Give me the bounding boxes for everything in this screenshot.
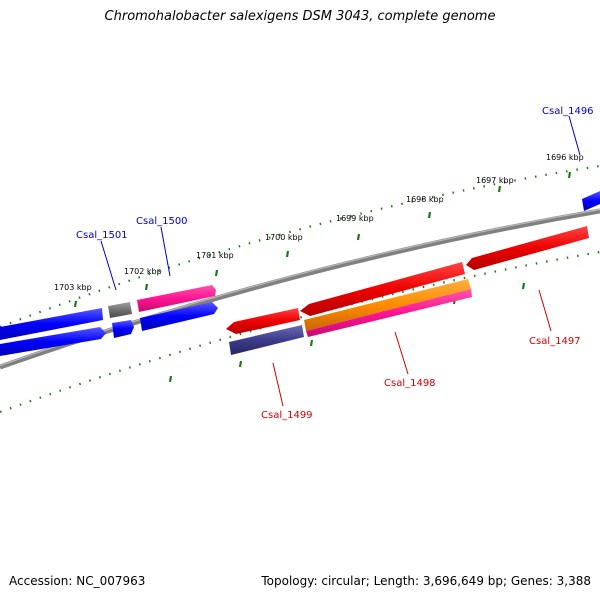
gene-csal-1500[interactable]: [137, 285, 216, 312]
scale-label-1700: 1700 kbp: [265, 233, 303, 242]
label-csal-1496[interactable]: Csal_1496: [542, 106, 594, 117]
gene-csal-1498-orange[interactable]: [304, 279, 471, 331]
gene-csal-1498[interactable]: [306, 289, 472, 337]
scale-label-1699: 1699 kbp: [336, 214, 374, 223]
label-csal-1497[interactable]: Csal_1497: [529, 336, 581, 347]
gene-forward-blue-b[interactable]: [112, 320, 134, 338]
reverse-gene-labels: Csal_1497 Csal_1498 Csal_1499: [261, 336, 581, 421]
map-title: Chromohalobacter salexigens DSM 3043, co…: [104, 9, 496, 24]
scale-label-1697: 1697 kbp: [476, 176, 514, 185]
forward-genes: [0, 191, 600, 356]
gene-csal-1499[interactable]: [229, 325, 304, 355]
gene-forward-blue-d[interactable]: [0, 327, 106, 356]
label-csal-1498[interactable]: Csal_1498: [384, 378, 436, 389]
label-csal-1501[interactable]: Csal_1501: [76, 230, 128, 241]
scale-label-1696: 1696 kbp: [546, 153, 584, 162]
scale-label-1701: 1701 kbp: [196, 251, 234, 260]
gene-forward-blue-c[interactable]: [140, 302, 218, 331]
gene-csal-1497-b[interactable]: [300, 262, 465, 316]
scale-label-1703: 1703 kbp: [54, 283, 92, 292]
gene-forward-blue-a[interactable]: [0, 308, 103, 340]
accession-text: Accession: NC_007963: [9, 574, 146, 588]
forward-label-lines: [100, 115, 581, 291]
outer-tick-track: [0, 164, 600, 329]
reverse-label-lines: [272, 289, 552, 407]
scale-labels: 1696 kbp 1697 kbp 1698 kbp 1699 kbp 1700…: [54, 153, 584, 292]
gene-red-short[interactable]: [226, 308, 300, 334]
outer-major-ticks: [73, 171, 572, 308]
gene-csal-1497[interactable]: [466, 226, 589, 270]
label-csal-1500[interactable]: Csal_1500: [136, 216, 188, 227]
inner-tick-track: [0, 250, 600, 414]
reverse-genes: [226, 226, 589, 355]
label-csal-1499[interactable]: Csal_1499: [261, 410, 313, 421]
scale-label-1702: 1702 kbp: [124, 267, 162, 276]
scale-label-1698: 1698 kbp: [406, 195, 444, 204]
gene-csal-1501[interactable]: [108, 302, 132, 318]
genome-summary-text: Topology: circular; Length: 3,696,649 bp…: [261, 574, 591, 588]
gene-csal-1496[interactable]: [582, 191, 600, 211]
forward-gene-labels: Csal_1496 Csal_1500 Csal_1501: [76, 106, 594, 241]
